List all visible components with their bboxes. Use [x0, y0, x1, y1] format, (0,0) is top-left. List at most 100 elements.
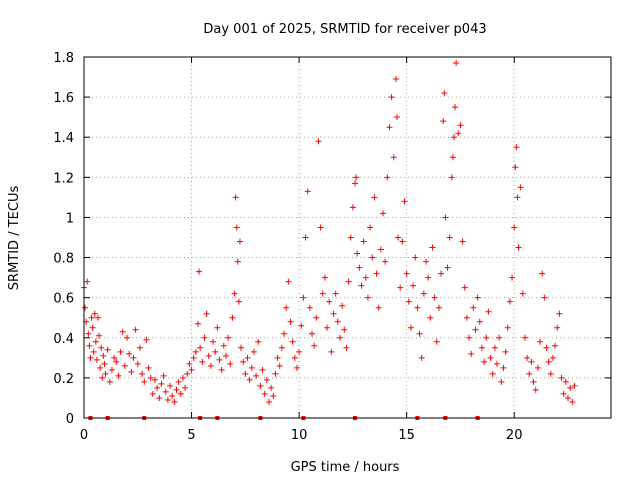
y-tick-label: 1.4	[53, 131, 74, 146]
data-point	[296, 348, 303, 355]
data-point	[442, 214, 449, 221]
data-point	[379, 210, 386, 217]
data-point	[132, 326, 139, 333]
data-point	[393, 114, 400, 121]
data-point	[444, 264, 451, 271]
data-point	[300, 294, 307, 301]
data-point	[141, 378, 148, 385]
data-point	[571, 382, 578, 389]
data-point	[91, 310, 98, 317]
data-point	[416, 330, 423, 337]
data-point	[450, 134, 457, 141]
data-point	[195, 320, 202, 327]
data-point	[547, 370, 554, 377]
data-point	[205, 352, 212, 359]
data-point	[560, 390, 567, 397]
data-point	[93, 356, 100, 363]
data-point	[192, 348, 199, 355]
data-point	[427, 314, 434, 321]
data-point	[100, 352, 107, 359]
data-point	[298, 322, 305, 329]
data-point	[478, 344, 485, 351]
data-point	[496, 334, 503, 341]
data-point	[463, 314, 470, 321]
y-axis-label: SRMTID / TECUs	[7, 186, 22, 291]
data-point	[317, 224, 324, 231]
data-point	[524, 354, 531, 361]
data-point	[459, 238, 466, 245]
data-point	[171, 398, 178, 405]
data-point	[371, 194, 378, 201]
data-point	[472, 326, 479, 333]
data-point	[425, 274, 432, 281]
data-point	[154, 384, 161, 391]
data-point	[162, 388, 169, 395]
data-point	[319, 290, 326, 297]
data-point	[446, 234, 453, 241]
data-point	[169, 392, 176, 399]
data-point	[504, 324, 511, 331]
data-point	[324, 324, 331, 331]
data-point	[539, 270, 546, 277]
data-point	[156, 394, 163, 401]
data-point	[220, 342, 227, 349]
data-point	[347, 234, 354, 241]
data-point	[407, 324, 414, 331]
data-point	[149, 390, 156, 397]
data-point	[440, 118, 447, 125]
data-point	[186, 360, 193, 367]
data-point	[452, 104, 459, 111]
data-point	[358, 282, 365, 289]
data-point	[231, 290, 238, 297]
data-point	[474, 294, 481, 301]
data-point	[349, 204, 356, 211]
data-point	[285, 278, 292, 285]
data-point	[177, 390, 184, 397]
data-point	[143, 336, 150, 343]
data-point	[167, 382, 174, 389]
data-point	[147, 374, 154, 381]
data-point	[263, 376, 270, 383]
data-point	[397, 284, 404, 291]
data-point	[99, 374, 106, 381]
data-point	[268, 384, 275, 391]
data-point	[412, 254, 419, 261]
data-point	[414, 304, 421, 311]
data-point	[240, 358, 247, 365]
data-point	[362, 274, 369, 281]
data-point	[214, 324, 221, 331]
x-tick-label: 5	[187, 428, 195, 443]
data-point	[448, 174, 455, 181]
data-point	[528, 358, 535, 365]
data-point	[304, 188, 311, 195]
data-point	[515, 244, 522, 251]
y-tick-label: 1.2	[53, 171, 74, 186]
data-point	[291, 354, 298, 361]
data-point	[289, 338, 296, 345]
data-point	[88, 314, 95, 321]
data-point	[435, 304, 442, 311]
data-point	[569, 398, 576, 405]
data-point	[179, 374, 186, 381]
data-point	[151, 376, 158, 383]
data-point	[537, 338, 544, 345]
data-point	[354, 250, 361, 257]
data-point	[175, 378, 182, 385]
data-point	[487, 354, 494, 361]
data-point	[326, 298, 333, 305]
data-point	[261, 390, 268, 397]
data-point	[449, 154, 456, 161]
data-point	[470, 304, 477, 311]
data-point	[104, 346, 111, 353]
data-point	[341, 326, 348, 333]
data-point	[377, 246, 384, 253]
data-point	[461, 284, 468, 291]
x-tick-label: 10	[291, 428, 308, 443]
data-point	[517, 184, 524, 191]
data-point	[248, 364, 255, 371]
data-point	[375, 304, 382, 311]
data-point	[190, 354, 197, 361]
data-point	[392, 76, 399, 83]
data-point	[481, 358, 488, 365]
